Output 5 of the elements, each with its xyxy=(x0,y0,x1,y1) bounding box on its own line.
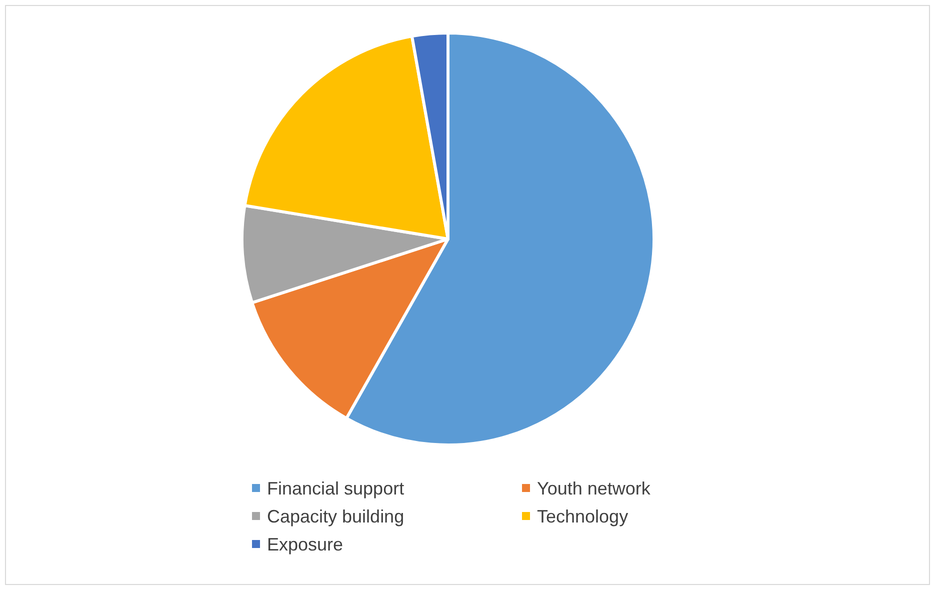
legend-label: Capacity building xyxy=(267,506,404,526)
legend-label: Exposure xyxy=(267,534,344,554)
legend-label: Youth network xyxy=(537,478,652,498)
legend-label: Technology xyxy=(537,506,628,526)
legend-label: Financial support xyxy=(267,478,404,498)
